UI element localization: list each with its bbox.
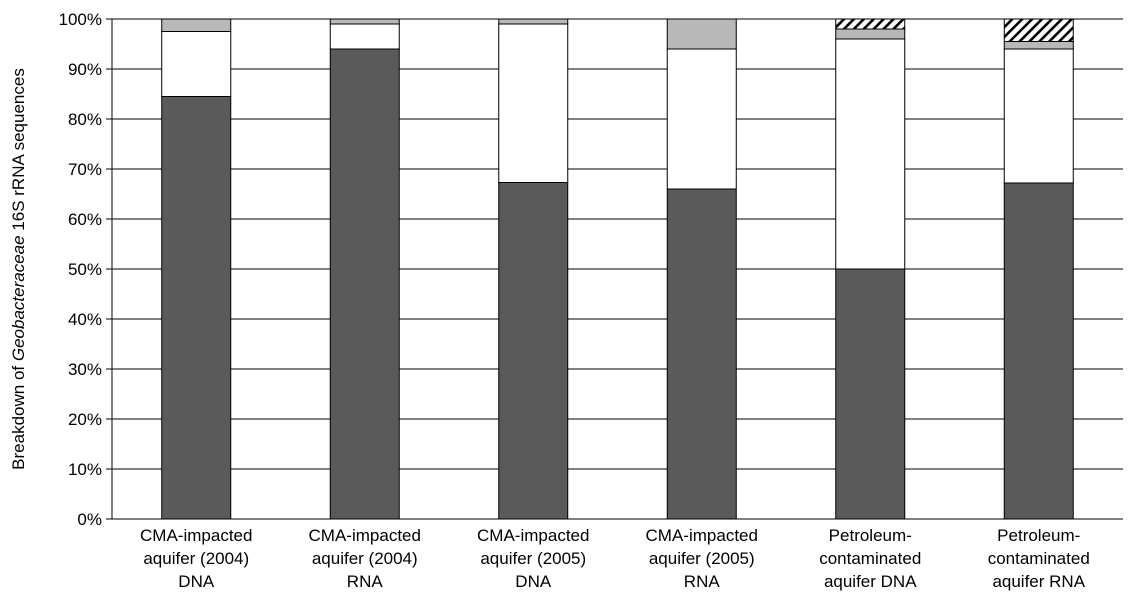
y-tick-label: 10% xyxy=(68,460,102,479)
bar-segment xyxy=(498,23,569,183)
bar-segment xyxy=(161,18,232,32)
bar-segment xyxy=(1003,18,1074,42)
bar-segment xyxy=(835,268,906,520)
x-category-label: CMA-impacted aquifer (2005) DNA xyxy=(477,526,589,591)
bar-segment xyxy=(666,18,737,50)
bar-segment xyxy=(666,48,737,190)
y-axis-title: Breakdown of Geobacteraceae 16S rRNA seq… xyxy=(9,68,28,470)
y-tick-label: 0% xyxy=(77,510,102,529)
y-tick-label: 80% xyxy=(68,110,102,129)
bar-segment xyxy=(835,18,906,30)
y-tick-label: 20% xyxy=(68,410,102,429)
gridlines xyxy=(112,18,1123,520)
y-tick-label: 60% xyxy=(68,210,102,229)
y-tick-label: 100% xyxy=(59,10,102,29)
bar-segment xyxy=(161,31,232,97)
bar-segment xyxy=(161,96,232,520)
bar-segment xyxy=(329,23,400,50)
bar-segment xyxy=(498,182,569,520)
y-tick-label: 50% xyxy=(68,260,102,279)
x-category-label: CMA-impacted aquifer (2005) RNA xyxy=(646,526,758,591)
axes xyxy=(106,18,1123,520)
bar-segment xyxy=(329,18,400,25)
labels: 0% 10% 20% 30% 40% 50% 60% 70% 80% 90% 100% CMA-imp… xyxy=(9,10,1090,591)
x-category-label: Petroleum-contaminated aquifer DNA xyxy=(819,526,921,591)
bar-segment xyxy=(498,18,569,25)
y-tick-label: 40% xyxy=(68,310,102,329)
bar-segment xyxy=(1003,48,1074,184)
y-tick-label: 30% xyxy=(68,360,102,379)
bars xyxy=(161,18,1074,520)
bar-segment xyxy=(835,38,906,270)
bar-segment xyxy=(1003,182,1074,520)
bar-segment xyxy=(835,28,906,40)
x-category-label: CMA-impacted aquifer (2004) DNA xyxy=(140,526,252,591)
x-category-label: Petroleum-contaminated aquifer RNA xyxy=(988,526,1090,591)
x-category-label: CMA-impacted aquifer (2004) RNA xyxy=(309,526,421,591)
y-tick-label: 90% xyxy=(68,60,102,79)
bar-segment xyxy=(666,188,737,520)
bar-segment xyxy=(329,48,400,520)
bar-segment xyxy=(1003,41,1074,50)
y-tick-label: 70% xyxy=(68,160,102,179)
